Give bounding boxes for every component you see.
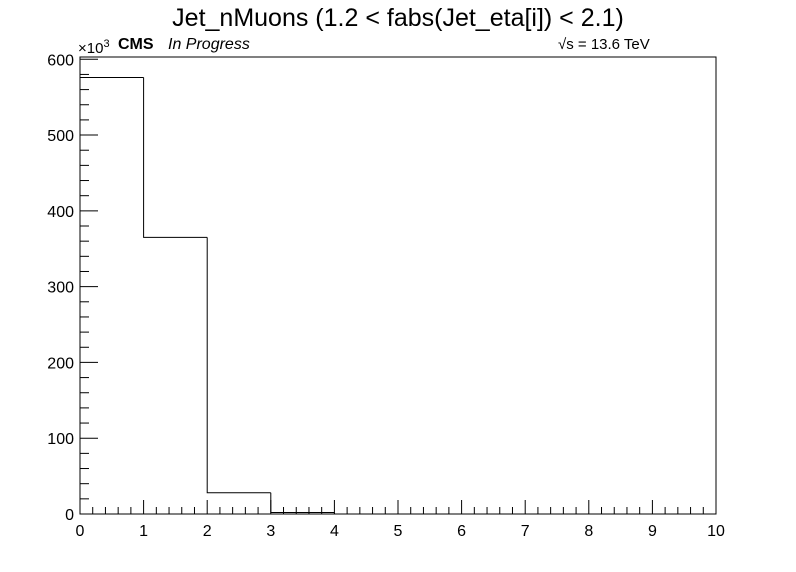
exponent-base: ×10 [78, 40, 104, 57]
x-tick-label: 3 [266, 523, 275, 540]
status-label: In Progress [168, 36, 250, 53]
histogram-bin [333, 512, 398, 515]
x-tick-label: 6 [457, 523, 466, 540]
energy-text: s = 13.6 TeV [566, 36, 650, 53]
y-tick-label: 0 [65, 507, 74, 524]
histogram-bin [206, 237, 271, 494]
y-tick-label: 200 [47, 355, 74, 372]
experiment-label: CMS [118, 36, 154, 53]
histogram-bin [79, 76, 144, 514]
x-tick-label: 10 [707, 523, 725, 540]
y-tick-label: 500 [47, 128, 74, 145]
x-tick-label: 8 [584, 523, 593, 540]
histogram-bars [79, 76, 716, 515]
x-tick-label: 2 [203, 523, 212, 540]
histogram-bin [270, 492, 335, 513]
x-axis-ticks: 0 1 2 3 4 5 6 7 8 9 10 [76, 500, 725, 540]
x-tick-label: 1 [139, 523, 148, 540]
energy-label: √s = 13.6 TeV [558, 36, 650, 53]
y-tick-label: 300 [47, 280, 74, 297]
plot-frame [79, 56, 717, 515]
x-tick-label: 5 [394, 523, 403, 540]
histogram-bin [143, 77, 208, 238]
chart-title: Jet_nMuons (1.2 < fabs(Jet_eta[i]) < 2.1… [172, 4, 624, 32]
sqrt-symbol: √ [558, 36, 567, 53]
x-tick-label: 7 [521, 523, 530, 540]
y-tick-label: 600 [47, 52, 74, 69]
x-tick-label: 0 [76, 523, 85, 540]
x-tick-label: 9 [648, 523, 657, 540]
y-axis-exponent: ×103 [78, 38, 110, 57]
y-tick-label: 100 [47, 431, 74, 448]
x-tick-label: 4 [330, 523, 339, 540]
y-tick-label: 400 [47, 204, 74, 221]
y-axis-ticks: 0 100 200 300 400 500 600 [47, 52, 98, 524]
exponent-power: 3 [103, 38, 110, 50]
